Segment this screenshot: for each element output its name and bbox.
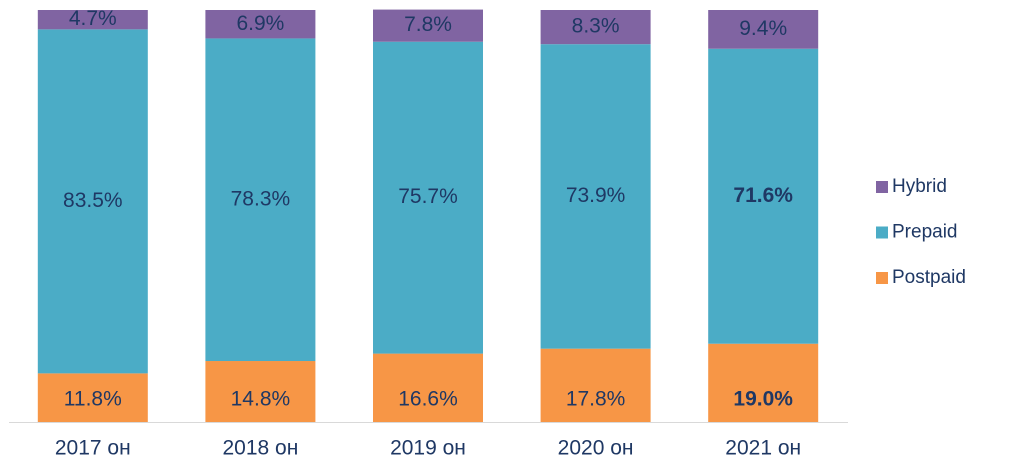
legend-label: Hybrid (892, 176, 947, 197)
bar-segment (708, 343, 819, 422)
data-label: 4.7% (69, 7, 117, 30)
data-label: 78.3% (231, 187, 291, 210)
legend-swatch (876, 272, 888, 284)
data-label: 75.7% (398, 185, 458, 208)
bar-segment (37, 29, 148, 374)
legend-swatch (876, 181, 888, 193)
bar-segment (205, 361, 316, 422)
bar-segment (37, 10, 148, 30)
legend-label: Postpaid (892, 267, 966, 288)
x-tick-label: 2017 он (55, 437, 131, 460)
x-tick-label: 2020 он (558, 437, 634, 460)
data-label: 17.8% (566, 388, 626, 411)
bar-segment (540, 348, 651, 422)
data-label: 19.0% (733, 388, 793, 411)
data-label: 9.4% (739, 17, 787, 40)
bar-segment (708, 10, 819, 49)
data-label: 73.9% (566, 184, 626, 207)
data-label: 14.8% (231, 388, 291, 411)
bar-segment (373, 353, 483, 422)
bar-segment (373, 41, 483, 354)
bar-segment (205, 38, 316, 362)
data-label: 83.5% (63, 189, 123, 212)
data-label: 71.6% (733, 184, 793, 207)
legend-label: Prepaid (892, 222, 958, 243)
bar-segment (708, 48, 819, 344)
x-tick-label: 2019 он (390, 437, 466, 460)
data-label: 6.9% (236, 12, 284, 35)
bar-segment (205, 10, 316, 39)
x-tick-label: 2018 он (222, 437, 298, 460)
bar-segment (37, 373, 148, 422)
legend-swatch (876, 226, 888, 239)
data-label: 8.3% (572, 15, 620, 38)
bar-segment (540, 10, 651, 45)
data-label: 11.8% (64, 388, 122, 411)
bar-segment (373, 9, 483, 42)
x-tick-label: 2021 он (725, 437, 801, 460)
bar-segment (540, 44, 651, 349)
data-label: 7.8% (404, 13, 452, 36)
data-label: 16.6% (398, 388, 458, 411)
